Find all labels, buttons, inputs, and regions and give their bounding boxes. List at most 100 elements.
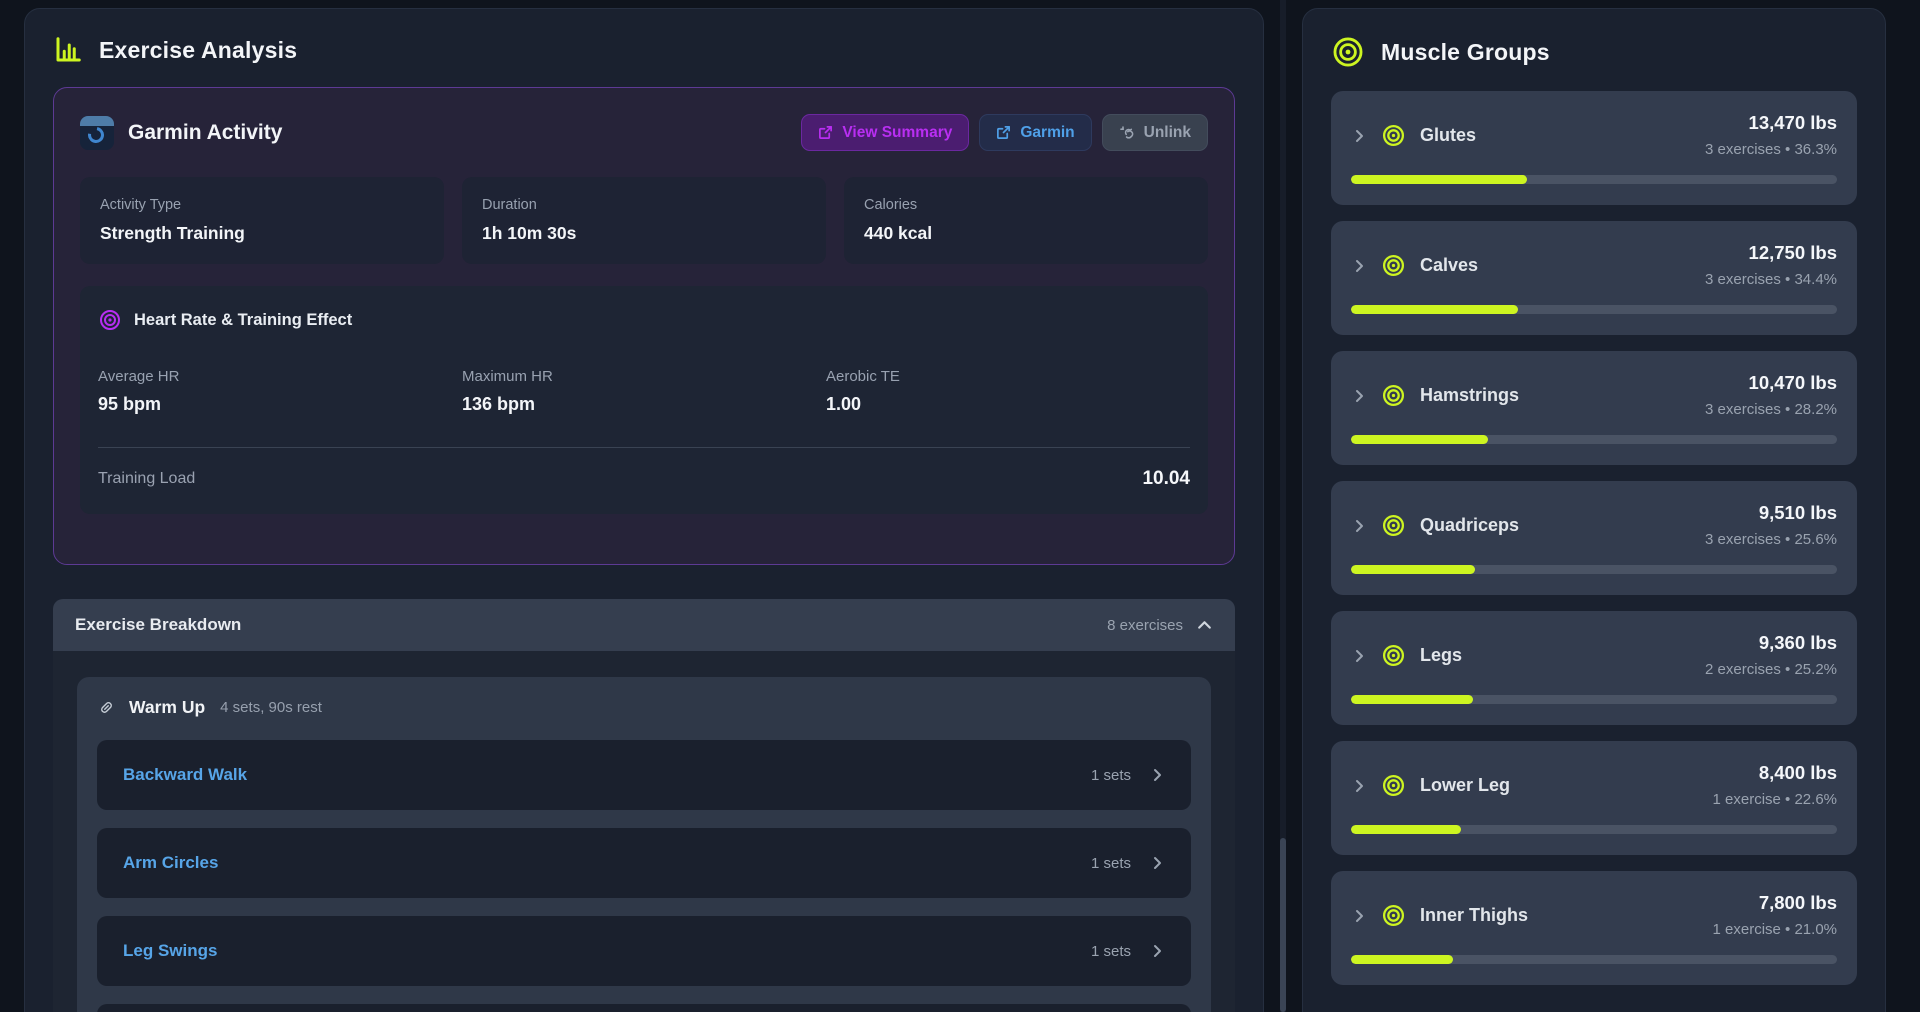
muscle-meta: 3 exercises • 36.3% [1705,141,1837,158]
muscle-group-card[interactable]: Glutes 13,470 lbs 3 exercises • 36.3% [1331,91,1857,205]
exercise-row-partial[interactable] [97,1004,1191,1012]
chevron-right-icon[interactable] [1351,778,1367,794]
stat-activity-type: Activity Type Strength Training [80,177,444,264]
link-icon [97,698,116,717]
muscle-weight: 7,800 lbs [1758,892,1837,913]
muscle-progress-fill [1351,175,1528,184]
muscle-group-card[interactable]: Lower Leg 8,400 lbs 1 exercise • 22.6% [1331,741,1857,855]
garmin-activity-card: Garmin Activity View Summary [53,87,1235,565]
muscle-name: Hamstrings [1420,385,1520,405]
exercise-row[interactable]: Arm Circles 1 sets [97,828,1191,898]
muscle-progress-track [1351,175,1837,184]
exercise-name-link[interactable]: Backward Walk [123,765,248,784]
exercise-list: Backward Walk 1 sets [97,740,1191,986]
muscle-meta: 3 exercises • 28.2% [1705,401,1837,418]
exercise-analysis-panel: Exercise Analysis Garmin Activity [24,8,1264,1012]
target-icon-lime [1381,123,1406,148]
target-icon-lime [1381,643,1406,668]
garmin-link-button[interactable]: Garmin [979,114,1092,151]
stat-label: Calories [864,197,918,213]
garmin-app-icon [80,115,114,150]
muscle-progress-track [1351,305,1837,314]
muscle-progress-track [1351,435,1837,444]
page-title: Exercise Analysis [99,36,298,63]
target-icon-lime [1331,35,1365,69]
scrollbar-thumb[interactable] [1280,838,1286,1012]
bar-chart-icon [53,35,83,65]
exercise-analysis-header: Exercise Analysis [53,35,1235,65]
muscle-progress-fill [1351,435,1489,444]
muscle-meta: 2 exercises • 25.2% [1705,661,1837,678]
chevron-up-icon[interactable] [1196,617,1213,634]
group-meta: 4 sets, 90s rest [220,699,322,716]
muscle-progress-track [1351,565,1837,574]
group-name: Warm Up [129,697,206,717]
muscle-group-card[interactable]: Hamstrings 10,470 lbs 3 exercises • 28.2… [1331,351,1857,465]
stat-value: 1h 10m 30s [482,223,577,243]
muscle-weight: 8,400 lbs [1758,762,1837,783]
chevron-right-icon[interactable] [1351,518,1367,534]
view-summary-button[interactable]: View Summary [801,114,970,151]
chevron-right-icon[interactable] [1351,258,1367,274]
target-icon-lime [1381,773,1406,798]
exercise-row[interactable]: Backward Walk 1 sets [97,740,1191,810]
muscle-progress-fill [1351,695,1474,704]
muscle-weight: 13,470 lbs [1748,112,1837,133]
chevron-right-icon[interactable] [1351,128,1367,144]
scrollbar-track[interactable] [1280,0,1286,1012]
muscle-weight: 10,470 lbs [1748,372,1837,393]
chevron-right-icon[interactable] [1351,388,1367,404]
stat-label: Duration [482,197,537,213]
muscle-group-card[interactable]: Calves 12,750 lbs 3 exercises • 34.4% [1331,221,1857,335]
exercise-sets: 1 sets [1090,854,1131,872]
exercise-name-link[interactable]: Leg Swings [123,941,218,960]
chevron-right-icon[interactable] [1351,648,1367,664]
muscle-progress-fill [1351,955,1454,964]
exercise-breakdown-header[interactable]: Exercise Breakdown 8 exercises [53,599,1235,651]
muscle-name: Lower Leg [1420,775,1511,795]
muscle-weight: 12,750 lbs [1748,242,1837,263]
metric-maximum-hr: Maximum HR 136 bpm [462,368,553,414]
external-link-icon [818,125,833,140]
muscle-groups-title: Muscle Groups [1381,38,1550,65]
muscle-name: Inner Thighs [1420,905,1528,925]
chevron-right-icon[interactable] [1351,908,1367,924]
external-link-icon [996,125,1011,140]
garmin-card-title: Garmin Activity [128,120,283,144]
muscle-name: Glutes [1420,125,1477,145]
unlink-button[interactable]: Unlink [1101,114,1208,151]
muscle-progress-track [1351,695,1837,704]
muscle-progress-fill [1351,305,1519,314]
muscle-name: Calves [1420,255,1479,275]
muscle-meta: 1 exercise • 22.6% [1712,791,1837,808]
exercise-row[interactable]: Leg Swings 1 sets [97,916,1191,986]
metric-aerobic-te: Aerobic TE 1.00 [826,368,900,414]
exercise-name-link[interactable]: Arm Circles [123,853,219,872]
exercise-count: 8 exercises [1107,616,1183,634]
stat-calories: Calories 440 kcal [844,177,1208,264]
stat-label: Activity Type [100,197,182,213]
chevron-right-icon [1149,767,1165,783]
warm-up-group-card: Warm Up 4 sets, 90s rest Backward Walk 1… [77,677,1211,1012]
exercise-breakdown-title: Exercise Breakdown [75,615,242,634]
muscle-meta: 3 exercises • 34.4% [1705,271,1837,288]
exercise-breakdown-section: Exercise Breakdown 8 exercises [53,599,1235,1012]
muscle-group-card[interactable]: Inner Thighs 7,800 lbs 1 exercise • 21.0… [1331,871,1857,985]
muscle-progress-track [1351,825,1837,834]
muscle-group-list: Glutes 13,470 lbs 3 exercises • 36.3% [1331,91,1857,985]
exercise-sets: 1 sets [1090,942,1131,960]
stat-value: 440 kcal [864,223,933,243]
target-icon-lime [1381,513,1406,538]
target-icon-lime [1381,903,1406,928]
training-load-row: Training Load 10.04 [98,468,1190,489]
muscle-groups-panel: Muscle Groups [1302,8,1886,1012]
target-icon-lime [1381,253,1406,278]
muscle-group-card[interactable]: Legs 9,360 lbs 2 exercises • 25.2% [1331,611,1857,725]
heart-rate-section: Heart Rate & Training Effect Average HR … [80,286,1208,514]
muscle-progress-fill [1351,825,1461,834]
muscle-name: Quadriceps [1420,515,1520,535]
heart-rate-section-title: Heart Rate & Training Effect [134,310,353,329]
muscle-group-card[interactable]: Quadriceps 9,510 lbs 3 exercises • 25.6% [1331,481,1857,595]
target-icon-lime [1381,383,1406,408]
muscle-progress-fill [1351,565,1476,574]
